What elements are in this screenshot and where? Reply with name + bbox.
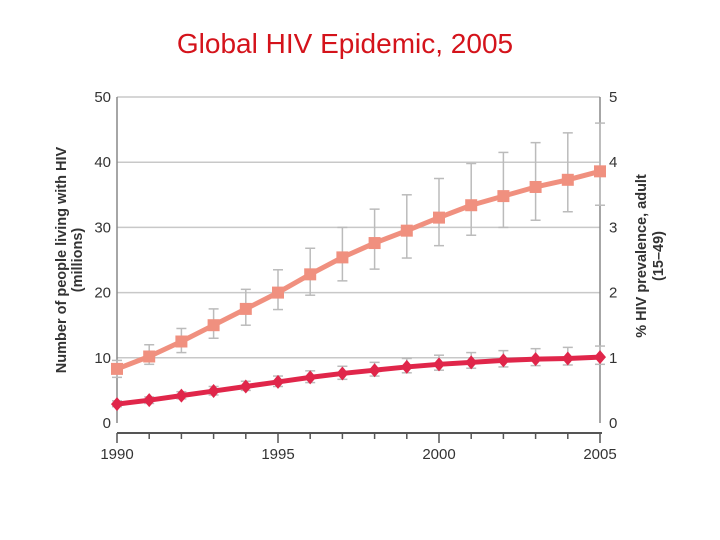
marker-square-1997 — [336, 251, 349, 264]
x-tick-label-1995: 1995 — [261, 446, 294, 463]
y-axis-label-left-unit: (millions) — [70, 228, 86, 293]
gridlines — [117, 96, 600, 359]
tick-labels: 0 10 20 30 40 50 0 1 2 3 4 5 1990 1995 2000 2005 — [94, 89, 617, 463]
error-bars — [112, 122, 605, 408]
y-tick-label-0: 0 — [103, 415, 111, 432]
marker-square-1996 — [304, 268, 317, 281]
marker-square-1990 — [111, 362, 123, 375]
y-tick-label-40: 40 — [94, 154, 111, 171]
marker-square-2005 — [594, 165, 606, 178]
x-tick-label-1990: 1990 — [100, 446, 133, 463]
y-tick-label-10: 10 — [94, 350, 111, 367]
y-right-tick-label-5: 5 — [609, 89, 617, 106]
series-line-1 — [116, 354, 601, 407]
marker-square-1993 — [207, 319, 220, 332]
y-tick-label-20: 20 — [94, 285, 111, 302]
series-line-0 — [116, 168, 601, 372]
marker-diamond-2005 — [594, 350, 606, 365]
marker-diamond-1999 — [400, 359, 413, 374]
y-axis-label-right: % HIV prevalence, adult — [634, 174, 650, 338]
marker-square-2002 — [497, 190, 510, 203]
series-lines — [116, 168, 601, 407]
chart-title: Global HIV Epidemic, 2005 — [176, 28, 514, 59]
axes — [116, 97, 602, 443]
marker-diamond-1994 — [239, 379, 252, 394]
marker-diamond-2000 — [433, 357, 445, 372]
marker-diamond-1993 — [207, 384, 220, 399]
marker-diamond-1997 — [336, 366, 349, 381]
y-axis-label-right-unit: (15–49) — [651, 231, 667, 281]
marker-square-1992 — [175, 335, 188, 348]
x-tick-label-2000: 2000 — [422, 446, 455, 463]
marker-square-1995 — [272, 286, 284, 299]
series-markers — [111, 165, 606, 412]
marker-diamond-2003 — [529, 352, 542, 367]
marker-square-1998 — [368, 237, 381, 250]
marker-diamond-1992 — [175, 388, 188, 403]
marker-diamond-2002 — [497, 353, 510, 368]
x-tick-label-2005: 2005 — [583, 446, 616, 463]
marker-diamond-1998 — [368, 363, 381, 378]
y-tick-label-50: 50 — [94, 89, 111, 106]
marker-square-1991 — [143, 350, 156, 363]
y-right-tick-label-4: 4 — [609, 154, 617, 171]
y-right-tick-label-0: 0 — [609, 415, 617, 432]
marker-diamond-2001 — [465, 355, 478, 370]
marker-square-2004 — [561, 173, 574, 186]
y-right-tick-label-3: 3 — [609, 219, 617, 236]
marker-square-1999 — [400, 224, 413, 237]
marker-diamond-1990 — [111, 397, 123, 412]
y-right-tick-label-1: 1 — [609, 350, 617, 367]
marker-diamond-1995 — [272, 374, 284, 389]
marker-diamond-2004 — [561, 351, 574, 366]
marker-square-2000 — [433, 211, 445, 224]
marker-diamond-1996 — [304, 370, 317, 385]
marker-square-2001 — [465, 199, 478, 212]
y-tick-label-30: 30 — [94, 219, 111, 236]
marker-square-2003 — [529, 180, 542, 193]
y-axis-label-left: Number of people living with HIV — [54, 146, 70, 373]
y-right-tick-label-2: 2 — [609, 285, 617, 302]
marker-square-1994 — [239, 302, 252, 315]
marker-diamond-1991 — [143, 393, 156, 408]
axis-labels: Number of people living with HIV (million… — [54, 146, 667, 373]
